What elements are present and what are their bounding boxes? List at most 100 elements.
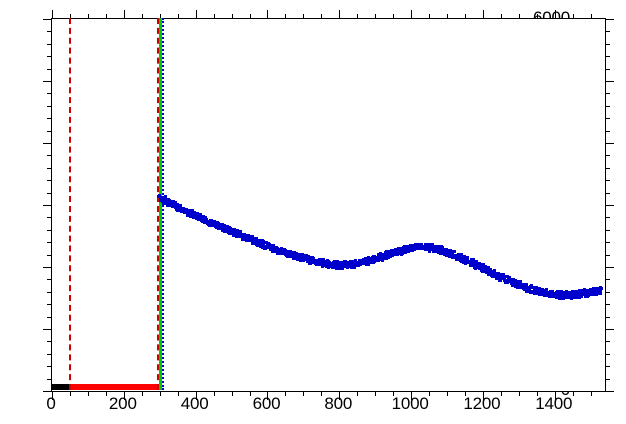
y-tick-minor bbox=[47, 279, 52, 281]
x-tick-minor bbox=[69, 391, 71, 396]
x-tick-top-minor bbox=[141, 14, 143, 19]
data-point bbox=[171, 199, 175, 203]
data-point bbox=[216, 220, 220, 224]
y-tick-minor bbox=[47, 353, 52, 355]
data-point bbox=[164, 195, 167, 199]
x-tick-major bbox=[195, 391, 197, 400]
data-point bbox=[365, 258, 369, 262]
data-point bbox=[386, 256, 390, 260]
data-point bbox=[384, 254, 388, 258]
data-point bbox=[212, 219, 216, 223]
data-point bbox=[503, 274, 507, 278]
y-tick-minor bbox=[47, 304, 52, 306]
x-tick-minor bbox=[249, 391, 251, 396]
data-point bbox=[497, 274, 501, 278]
y-tick-right-minor bbox=[605, 353, 610, 355]
y-tick-right-minor bbox=[605, 31, 610, 33]
data-point bbox=[321, 264, 325, 268]
x-tick-top-minor bbox=[231, 14, 233, 19]
data-point bbox=[438, 250, 442, 253]
x-tick-top-minor bbox=[429, 14, 431, 19]
x-tick-minor bbox=[518, 391, 520, 396]
x-axis-tick-label: 200 bbox=[108, 394, 137, 413]
data-point bbox=[158, 193, 162, 197]
y-tick-major bbox=[43, 143, 52, 144]
y-tick-minor bbox=[47, 217, 52, 219]
data-point bbox=[566, 296, 570, 300]
x-tick-minor bbox=[393, 391, 395, 396]
x-tick-top-major bbox=[195, 10, 197, 19]
y-tick-minor bbox=[47, 316, 52, 318]
y-tick-major bbox=[43, 391, 52, 392]
y-tick-minor bbox=[47, 130, 52, 132]
data-point bbox=[205, 217, 209, 221]
data-point bbox=[510, 283, 514, 287]
x-tick-top-minor bbox=[177, 14, 179, 19]
y-tick-right-major bbox=[605, 19, 614, 20]
data-point bbox=[512, 278, 516, 282]
x-tick-minor bbox=[231, 391, 233, 396]
data-point bbox=[287, 254, 291, 258]
data-point bbox=[204, 215, 208, 219]
x-axis-tick-label: 1200 bbox=[463, 394, 501, 413]
data-point bbox=[198, 212, 202, 216]
data-point bbox=[195, 211, 199, 215]
x-tick-top-minor bbox=[69, 14, 71, 19]
data-point bbox=[308, 261, 312, 265]
data-point bbox=[228, 227, 232, 231]
data-point bbox=[399, 246, 403, 250]
data-point bbox=[469, 257, 473, 261]
data-point bbox=[280, 247, 284, 251]
data-point bbox=[182, 207, 186, 211]
data-point bbox=[373, 254, 377, 258]
data-point bbox=[333, 263, 337, 267]
x-tick-top-minor bbox=[447, 14, 448, 19]
x-tick-major bbox=[52, 391, 53, 400]
data-point bbox=[559, 294, 563, 298]
y-tick-major bbox=[43, 329, 52, 330]
data-point bbox=[389, 255, 393, 259]
x-tick-top-minor bbox=[87, 14, 89, 19]
y-tick-right-major bbox=[605, 143, 614, 144]
data-point bbox=[369, 260, 373, 264]
x-axis-tick-label: 0 bbox=[46, 394, 56, 413]
x-tick-top-minor bbox=[285, 14, 287, 19]
y-tick-right-minor bbox=[605, 167, 610, 169]
data-point bbox=[507, 276, 511, 280]
data-point bbox=[516, 281, 520, 285]
x-tick-major bbox=[554, 391, 556, 400]
data-point bbox=[218, 227, 222, 231]
data-point bbox=[538, 287, 542, 290]
y-tick-right-minor bbox=[605, 316, 610, 318]
data-point bbox=[396, 252, 400, 256]
data-point bbox=[591, 293, 595, 297]
x-tick-top-minor bbox=[249, 14, 251, 19]
data-point bbox=[258, 239, 262, 243]
data-point bbox=[351, 259, 355, 263]
x-tick-minor bbox=[536, 391, 538, 396]
data-point bbox=[536, 287, 540, 291]
x-tick-top-minor bbox=[105, 14, 107, 19]
plot-frame bbox=[43, 10, 614, 400]
baseline-start-marker bbox=[68, 18, 71, 390]
data-point bbox=[166, 202, 170, 206]
x-tick-top-minor bbox=[357, 14, 359, 19]
data-point bbox=[165, 199, 169, 203]
x-tick-top-major bbox=[482, 10, 484, 19]
x-tick-minor bbox=[177, 391, 179, 396]
y-tick-minor bbox=[47, 43, 52, 45]
data-point bbox=[486, 268, 490, 272]
data-point bbox=[558, 296, 562, 300]
data-point bbox=[347, 265, 351, 268]
data-point bbox=[542, 289, 546, 293]
y-tick-right-minor bbox=[605, 254, 610, 256]
data-point bbox=[540, 287, 544, 291]
x-tick-minor bbox=[321, 391, 323, 396]
x-tick-top-major bbox=[123, 10, 125, 19]
x-tick-minor bbox=[500, 391, 502, 396]
data-point bbox=[381, 253, 385, 257]
data-point bbox=[503, 276, 507, 280]
y-tick-major bbox=[43, 19, 52, 20]
x-tick-minor bbox=[590, 391, 592, 396]
